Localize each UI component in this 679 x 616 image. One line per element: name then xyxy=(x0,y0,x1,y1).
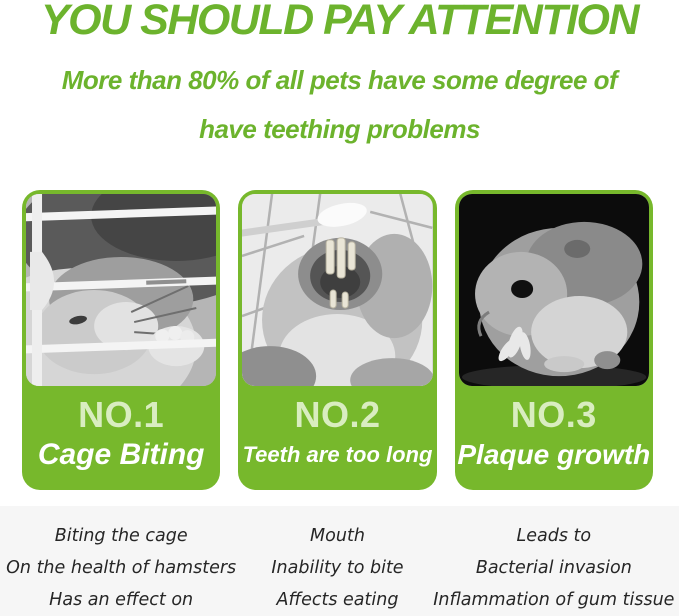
subtitle-line-2: have teething problems xyxy=(199,114,480,144)
banner-cage-biting: NO.1 Cage Biting xyxy=(26,386,216,486)
note-line: Inflammation of gum tissue xyxy=(433,590,675,610)
hamster-open-mouth-long-teeth-photo xyxy=(242,194,433,386)
long-teeth-illustration xyxy=(242,194,433,386)
note-line: Inability to bite xyxy=(271,558,404,578)
card-number: NO.3 xyxy=(510,394,597,435)
card-frame: NO.3 Plaque growth xyxy=(454,190,653,490)
card-number: NO.1 xyxy=(78,394,165,435)
card-label: Cage Biting xyxy=(37,438,205,471)
banner-plaque-growth: NO.3 Plaque growth xyxy=(457,386,651,486)
hamster-eating-seeds-photo xyxy=(458,194,649,386)
card-frame: NO.2 Teeth are too long xyxy=(238,190,437,490)
notes-teeth-too-long: Mouth Inability to bite Affects eating xyxy=(238,520,436,616)
notes-plaque-growth: Leads to Bacterial invasion Inflammation… xyxy=(433,520,674,616)
page-title: YOU SHOULD PAY ATTENTION xyxy=(40,0,640,44)
card-label: Plaque growth xyxy=(457,439,651,470)
note-line: Mouth xyxy=(310,526,365,546)
card-frame: NO.1 Cage Biting xyxy=(22,190,221,490)
cards-row: NO.1 Cage Biting xyxy=(0,190,679,490)
subtitle: More than 80% of all pets have some degr… xyxy=(0,56,679,154)
banner-teeth-too-long: NO.2 Teeth are too long xyxy=(242,386,433,486)
note-line: Affects eating xyxy=(276,590,399,610)
note-line: Leads to xyxy=(516,526,592,546)
card-cage-biting: NO.1 Cage Biting xyxy=(22,190,221,490)
plaque-growth-illustration xyxy=(458,194,649,386)
card-plaque-growth: NO.3 Plaque growth xyxy=(454,190,653,490)
note-line: Has an effect on xyxy=(49,590,194,610)
notes-cage-biting: Biting the cage On the health of hamster… xyxy=(6,520,236,616)
subtitle-line-1: More than 80% of all pets have some degr… xyxy=(61,65,618,95)
note-line: Biting the cage xyxy=(54,526,188,546)
note-line: Bacterial invasion xyxy=(475,558,632,578)
card-teeth-too-long: NO.2 Teeth are too long xyxy=(238,190,437,490)
card-number: NO.2 xyxy=(294,394,381,435)
note-line: On the health of hamsters xyxy=(6,558,237,578)
hamster-biting-cage-bars-photo xyxy=(26,194,217,386)
card-label: Teeth are too long xyxy=(242,442,433,467)
notes-band: Biting the cage On the health of hamster… xyxy=(0,506,679,616)
cage-biting-illustration xyxy=(26,194,217,386)
